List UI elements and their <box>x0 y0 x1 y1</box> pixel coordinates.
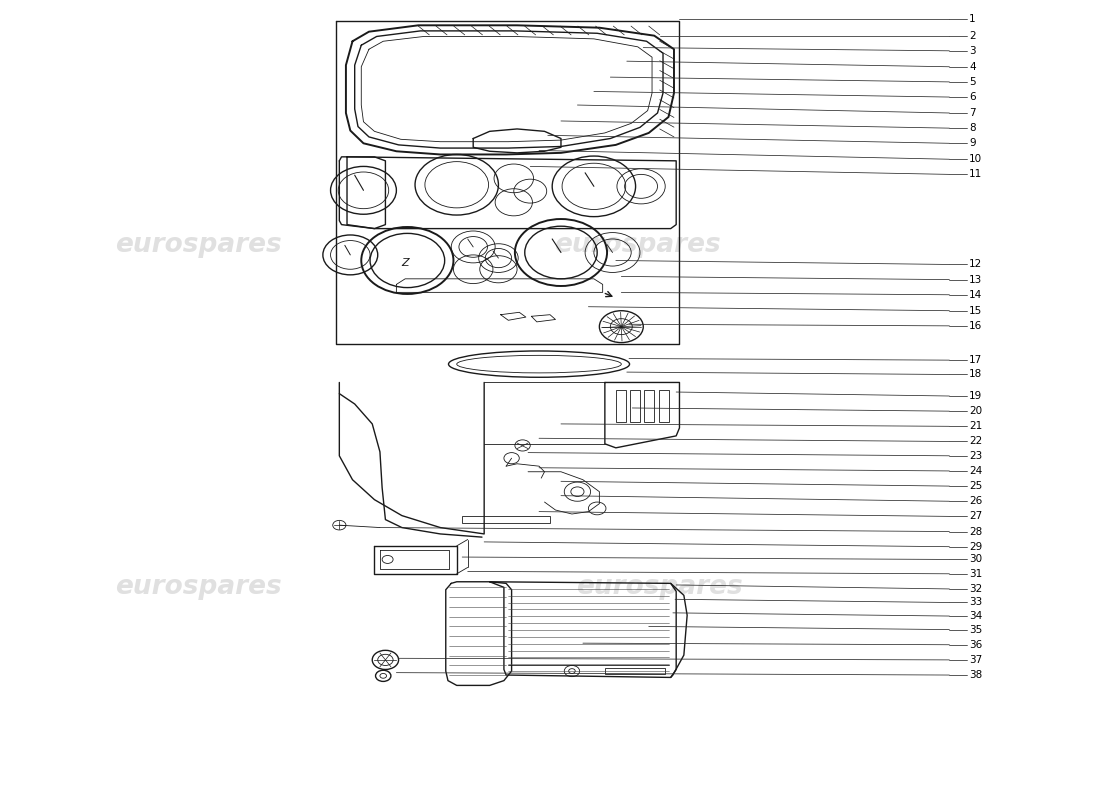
Text: 21: 21 <box>969 422 982 431</box>
Bar <box>616 390 626 422</box>
Text: 28: 28 <box>969 526 982 537</box>
Text: 20: 20 <box>969 406 982 416</box>
Text: 3: 3 <box>969 46 976 56</box>
Text: 13: 13 <box>969 274 982 285</box>
Text: eurospares: eurospares <box>554 231 722 258</box>
Text: 34: 34 <box>969 611 982 621</box>
Text: 1: 1 <box>969 14 976 24</box>
Text: 25: 25 <box>969 481 982 491</box>
Text: 9: 9 <box>969 138 976 148</box>
Text: 11: 11 <box>969 170 982 179</box>
Text: 27: 27 <box>969 511 982 522</box>
Bar <box>659 390 669 422</box>
Bar <box>645 390 654 422</box>
Text: Z: Z <box>402 258 409 268</box>
Text: 29: 29 <box>969 542 982 552</box>
Text: 8: 8 <box>969 123 976 133</box>
Text: 33: 33 <box>969 598 982 607</box>
Text: 17: 17 <box>969 355 982 365</box>
Text: 7: 7 <box>969 108 976 118</box>
Text: 31: 31 <box>969 569 982 578</box>
Text: eurospares: eurospares <box>116 231 283 258</box>
Bar <box>605 668 665 674</box>
Text: 30: 30 <box>969 554 982 565</box>
Text: 12: 12 <box>969 259 982 270</box>
Text: 37: 37 <box>969 655 982 665</box>
Text: 14: 14 <box>969 290 982 300</box>
Text: 2: 2 <box>969 30 976 41</box>
Bar <box>630 390 640 422</box>
Bar <box>462 515 550 522</box>
Text: 18: 18 <box>969 370 982 379</box>
Text: 15: 15 <box>969 306 982 316</box>
Text: 24: 24 <box>969 466 982 476</box>
Text: 10: 10 <box>969 154 982 164</box>
Text: 4: 4 <box>969 62 976 72</box>
Text: 32: 32 <box>969 584 982 594</box>
Text: 36: 36 <box>969 640 982 650</box>
Text: 38: 38 <box>969 670 982 680</box>
Text: 22: 22 <box>969 437 982 446</box>
Text: 16: 16 <box>969 321 982 331</box>
Text: 19: 19 <box>969 391 982 401</box>
Text: 23: 23 <box>969 451 982 461</box>
Text: eurospares: eurospares <box>576 574 744 600</box>
Text: 35: 35 <box>969 625 982 634</box>
Text: 5: 5 <box>969 77 976 87</box>
Text: eurospares: eurospares <box>116 574 283 600</box>
Text: 6: 6 <box>969 92 976 102</box>
Text: 26: 26 <box>969 496 982 506</box>
